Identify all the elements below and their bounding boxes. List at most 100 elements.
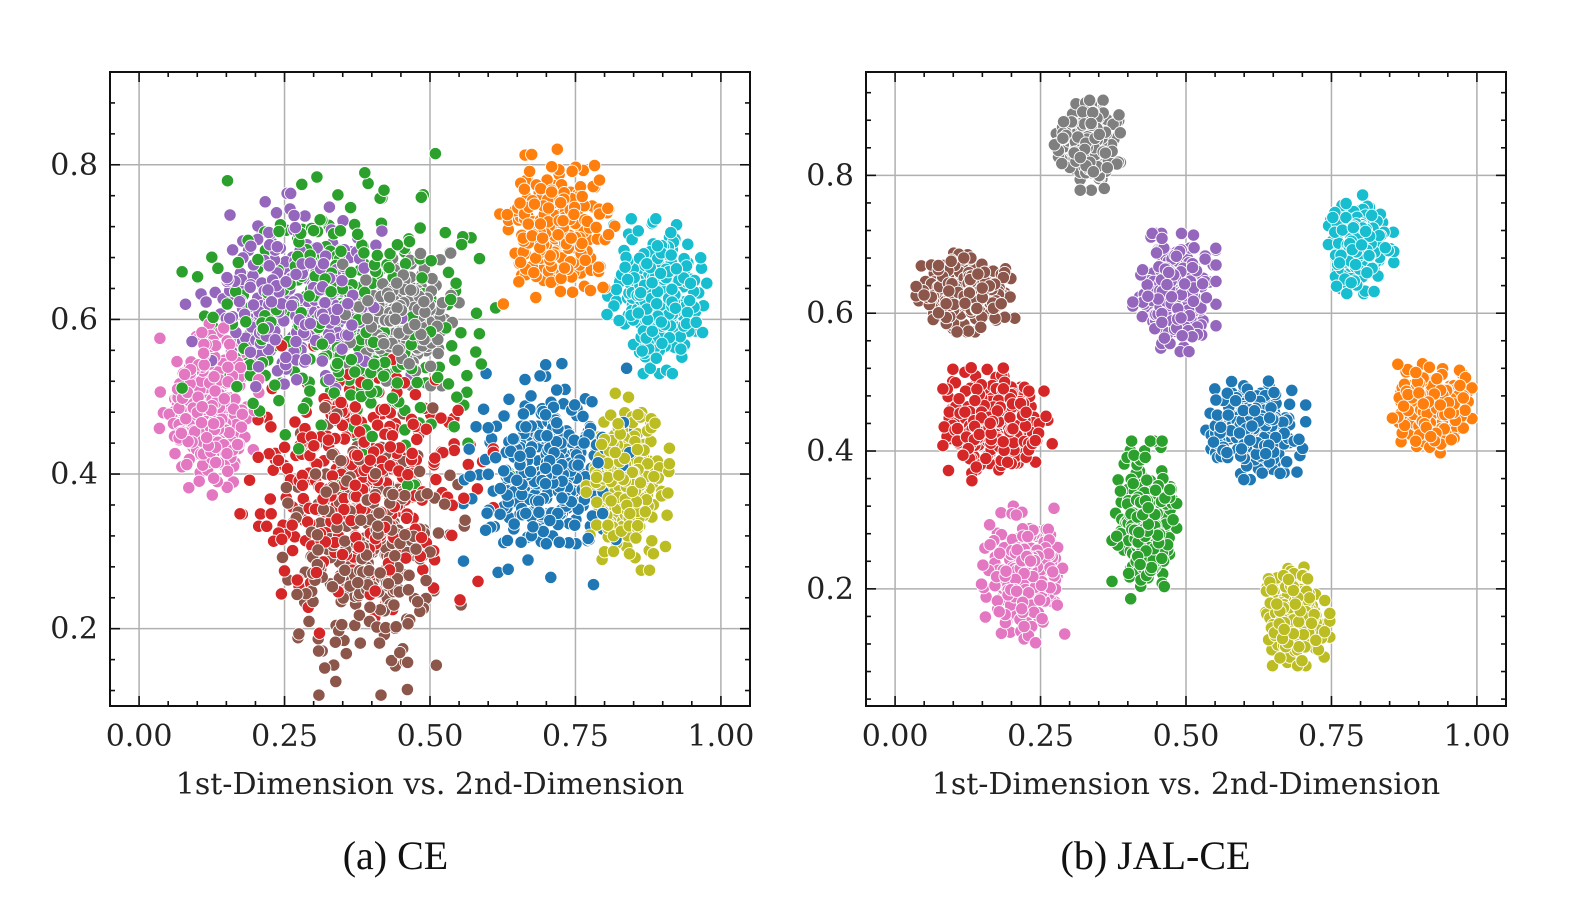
scatter-point [182,481,196,495]
scatter-point [337,502,351,517]
scatter-point [682,293,697,308]
scatter-point [263,492,277,506]
scatter-point [185,334,199,349]
scatter-point [529,290,543,305]
scatter-point [568,518,582,532]
scatter-point [539,537,553,551]
scatter-point [251,450,265,464]
points-layer [152,142,714,702]
scatter-point [281,496,295,510]
scatter-point [327,386,341,400]
scatter-point [368,491,382,505]
scatter-point [152,421,167,436]
scatter-point [518,372,532,387]
scatter-point [1280,455,1294,469]
scatter-point [1367,284,1381,299]
scatter-point [302,289,316,303]
scatter-point [472,327,487,341]
scatter-point [437,497,452,511]
scatter-point [669,262,684,276]
scatter-point [335,617,349,632]
scatter-point [311,543,325,557]
scatter-point [404,283,418,297]
scatter-point [638,505,652,519]
scatter-point [538,477,553,491]
scatter-point [312,688,326,702]
scatter-point [279,275,293,289]
scatter-point [513,196,527,210]
scatter-point [372,506,386,520]
scatter-point [414,327,428,341]
scatter-point [268,333,282,347]
scatter-point [275,550,290,565]
scatter-point [335,547,350,562]
scatter-point [264,420,278,434]
scatter-point [608,445,622,460]
scatter-point [478,523,493,537]
scatter-point [611,417,625,431]
scatter-point [633,476,648,490]
scatter-point [377,369,391,383]
scatter-point [451,403,465,418]
scatter-point [434,411,448,425]
scatter-point [447,443,461,458]
scatter-point [285,518,299,532]
x-tick-label: 0.75 [542,719,609,754]
scatter-point [419,573,433,588]
scatter-point [307,439,321,453]
scatter-point [306,223,321,238]
scatter-point [533,217,548,231]
scatter-point [343,200,358,215]
scatter-point [205,250,219,264]
scatter-point [1182,344,1196,359]
scatter-point [279,480,294,495]
scatter-point [635,344,649,358]
scatter-point [579,485,593,499]
scatter-point [398,488,412,503]
scatter-point [457,491,471,505]
scatter-point [624,212,638,226]
scatter-point [298,353,313,367]
scatter-point [401,583,416,597]
scatter-point [328,635,343,649]
scatter-point [232,294,247,309]
scatter-point [428,451,442,465]
scatter-point [413,246,428,261]
scatter-point [980,362,994,377]
scatter-point [399,511,414,525]
scatter-point [645,324,659,338]
scatter-point [527,197,542,211]
scatter-point [402,234,417,249]
scatter-point [551,228,565,242]
scatter-point [303,256,317,270]
scatter-point [195,325,209,340]
scatter-point [576,409,590,424]
x-tick-label: 1.00 [688,719,755,754]
scatter-point [1209,297,1223,311]
scatter-point [526,520,540,534]
scatter-point [244,239,258,253]
scatter-point [357,246,371,260]
scatter-point [239,315,253,329]
scatter-point [220,297,234,311]
scatter-point [522,164,537,179]
scatter-point [409,542,423,556]
scatter-point [1186,228,1201,242]
scatter-point [367,357,381,371]
scatter-point [412,464,427,479]
scatter-point [256,322,270,336]
scatter-point [388,549,402,563]
scatter-point [532,494,546,508]
scatter-point [469,306,484,320]
scatter-point [443,468,457,482]
scatter-plot-jal-ce: 0.00 0.25 0.50 0.75 1.000.20.40.60.81st-Dime… [806,71,1510,802]
scatter-point [683,276,698,290]
scatter-point [289,267,303,282]
scatter-point [303,316,317,331]
scatter-point [1290,465,1304,479]
scatter-point [175,381,189,395]
scatter-point [220,480,234,494]
scatter-point [390,276,404,290]
scatter-point [695,325,710,340]
